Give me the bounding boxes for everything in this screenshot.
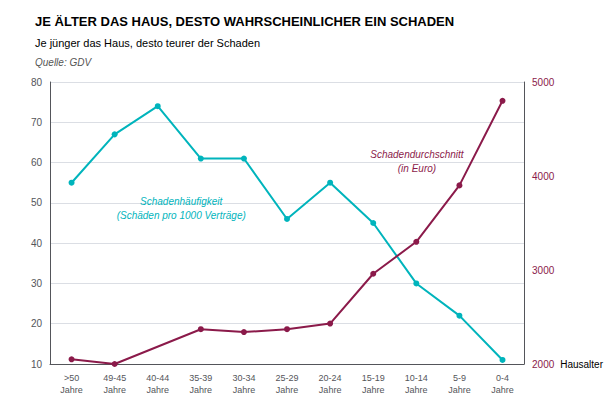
svg-text:20-24: 20-24 bbox=[319, 373, 342, 383]
svg-text:0-4: 0-4 bbox=[496, 373, 509, 383]
svg-text:2000: 2000 bbox=[532, 359, 555, 370]
svg-text:30-34: 30-34 bbox=[232, 373, 255, 383]
svg-text:Jahre: Jahre bbox=[103, 385, 126, 395]
svg-text:49-45: 49-45 bbox=[103, 373, 126, 383]
svg-text:(in Euro): (in Euro) bbox=[398, 163, 436, 174]
svg-text:(Schäden pro 1000 Verträge): (Schäden pro 1000 Verträge) bbox=[117, 210, 246, 221]
svg-text:40: 40 bbox=[31, 238, 43, 249]
svg-text:Jahre: Jahre bbox=[319, 385, 342, 395]
svg-text:Schadendurchschnitt: Schadendurchschnitt bbox=[370, 149, 465, 160]
svg-text:Jahre: Jahre bbox=[60, 385, 83, 395]
svg-text:35-39: 35-39 bbox=[189, 373, 212, 383]
svg-text:Jahre: Jahre bbox=[448, 385, 471, 395]
svg-text:Jahre: Jahre bbox=[491, 385, 514, 395]
svg-text:80: 80 bbox=[31, 77, 43, 88]
svg-text:Hausalter: Hausalter bbox=[560, 359, 603, 370]
svg-text:Jahre: Jahre bbox=[405, 385, 428, 395]
svg-text:10: 10 bbox=[31, 359, 43, 370]
svg-text:30: 30 bbox=[31, 278, 43, 289]
svg-text:40-44: 40-44 bbox=[146, 373, 169, 383]
svg-text:5-9: 5-9 bbox=[453, 373, 466, 383]
svg-text:Jahre: Jahre bbox=[362, 385, 385, 395]
svg-text:Schadenhäufigkeit: Schadenhäufigkeit bbox=[140, 196, 224, 207]
svg-text:70: 70 bbox=[31, 117, 43, 128]
svg-text:Jahre: Jahre bbox=[276, 385, 299, 395]
svg-text:4000: 4000 bbox=[532, 171, 555, 182]
svg-text:JE ÄLTER DAS HAUS, DESTO WAHRS: JE ÄLTER DAS HAUS, DESTO WAHRSCHEINLICHE… bbox=[35, 14, 454, 29]
svg-text:Jahre: Jahre bbox=[146, 385, 169, 395]
svg-text:3000: 3000 bbox=[532, 265, 555, 276]
svg-text:>50: >50 bbox=[64, 373, 79, 383]
svg-text:Quelle: GDV: Quelle: GDV bbox=[35, 57, 92, 68]
svg-text:Je jünger das Haus, desto teur: Je jünger das Haus, desto teurer der Sch… bbox=[35, 37, 260, 49]
svg-text:20: 20 bbox=[31, 318, 43, 329]
svg-text:10-14: 10-14 bbox=[405, 373, 428, 383]
svg-text:25-29: 25-29 bbox=[276, 373, 299, 383]
svg-text:50: 50 bbox=[31, 197, 43, 208]
svg-text:15-19: 15-19 bbox=[362, 373, 385, 383]
svg-text:Jahre: Jahre bbox=[233, 385, 256, 395]
svg-text:60: 60 bbox=[31, 157, 43, 168]
svg-text:5000: 5000 bbox=[532, 77, 555, 88]
svg-text:Jahre: Jahre bbox=[190, 385, 213, 395]
